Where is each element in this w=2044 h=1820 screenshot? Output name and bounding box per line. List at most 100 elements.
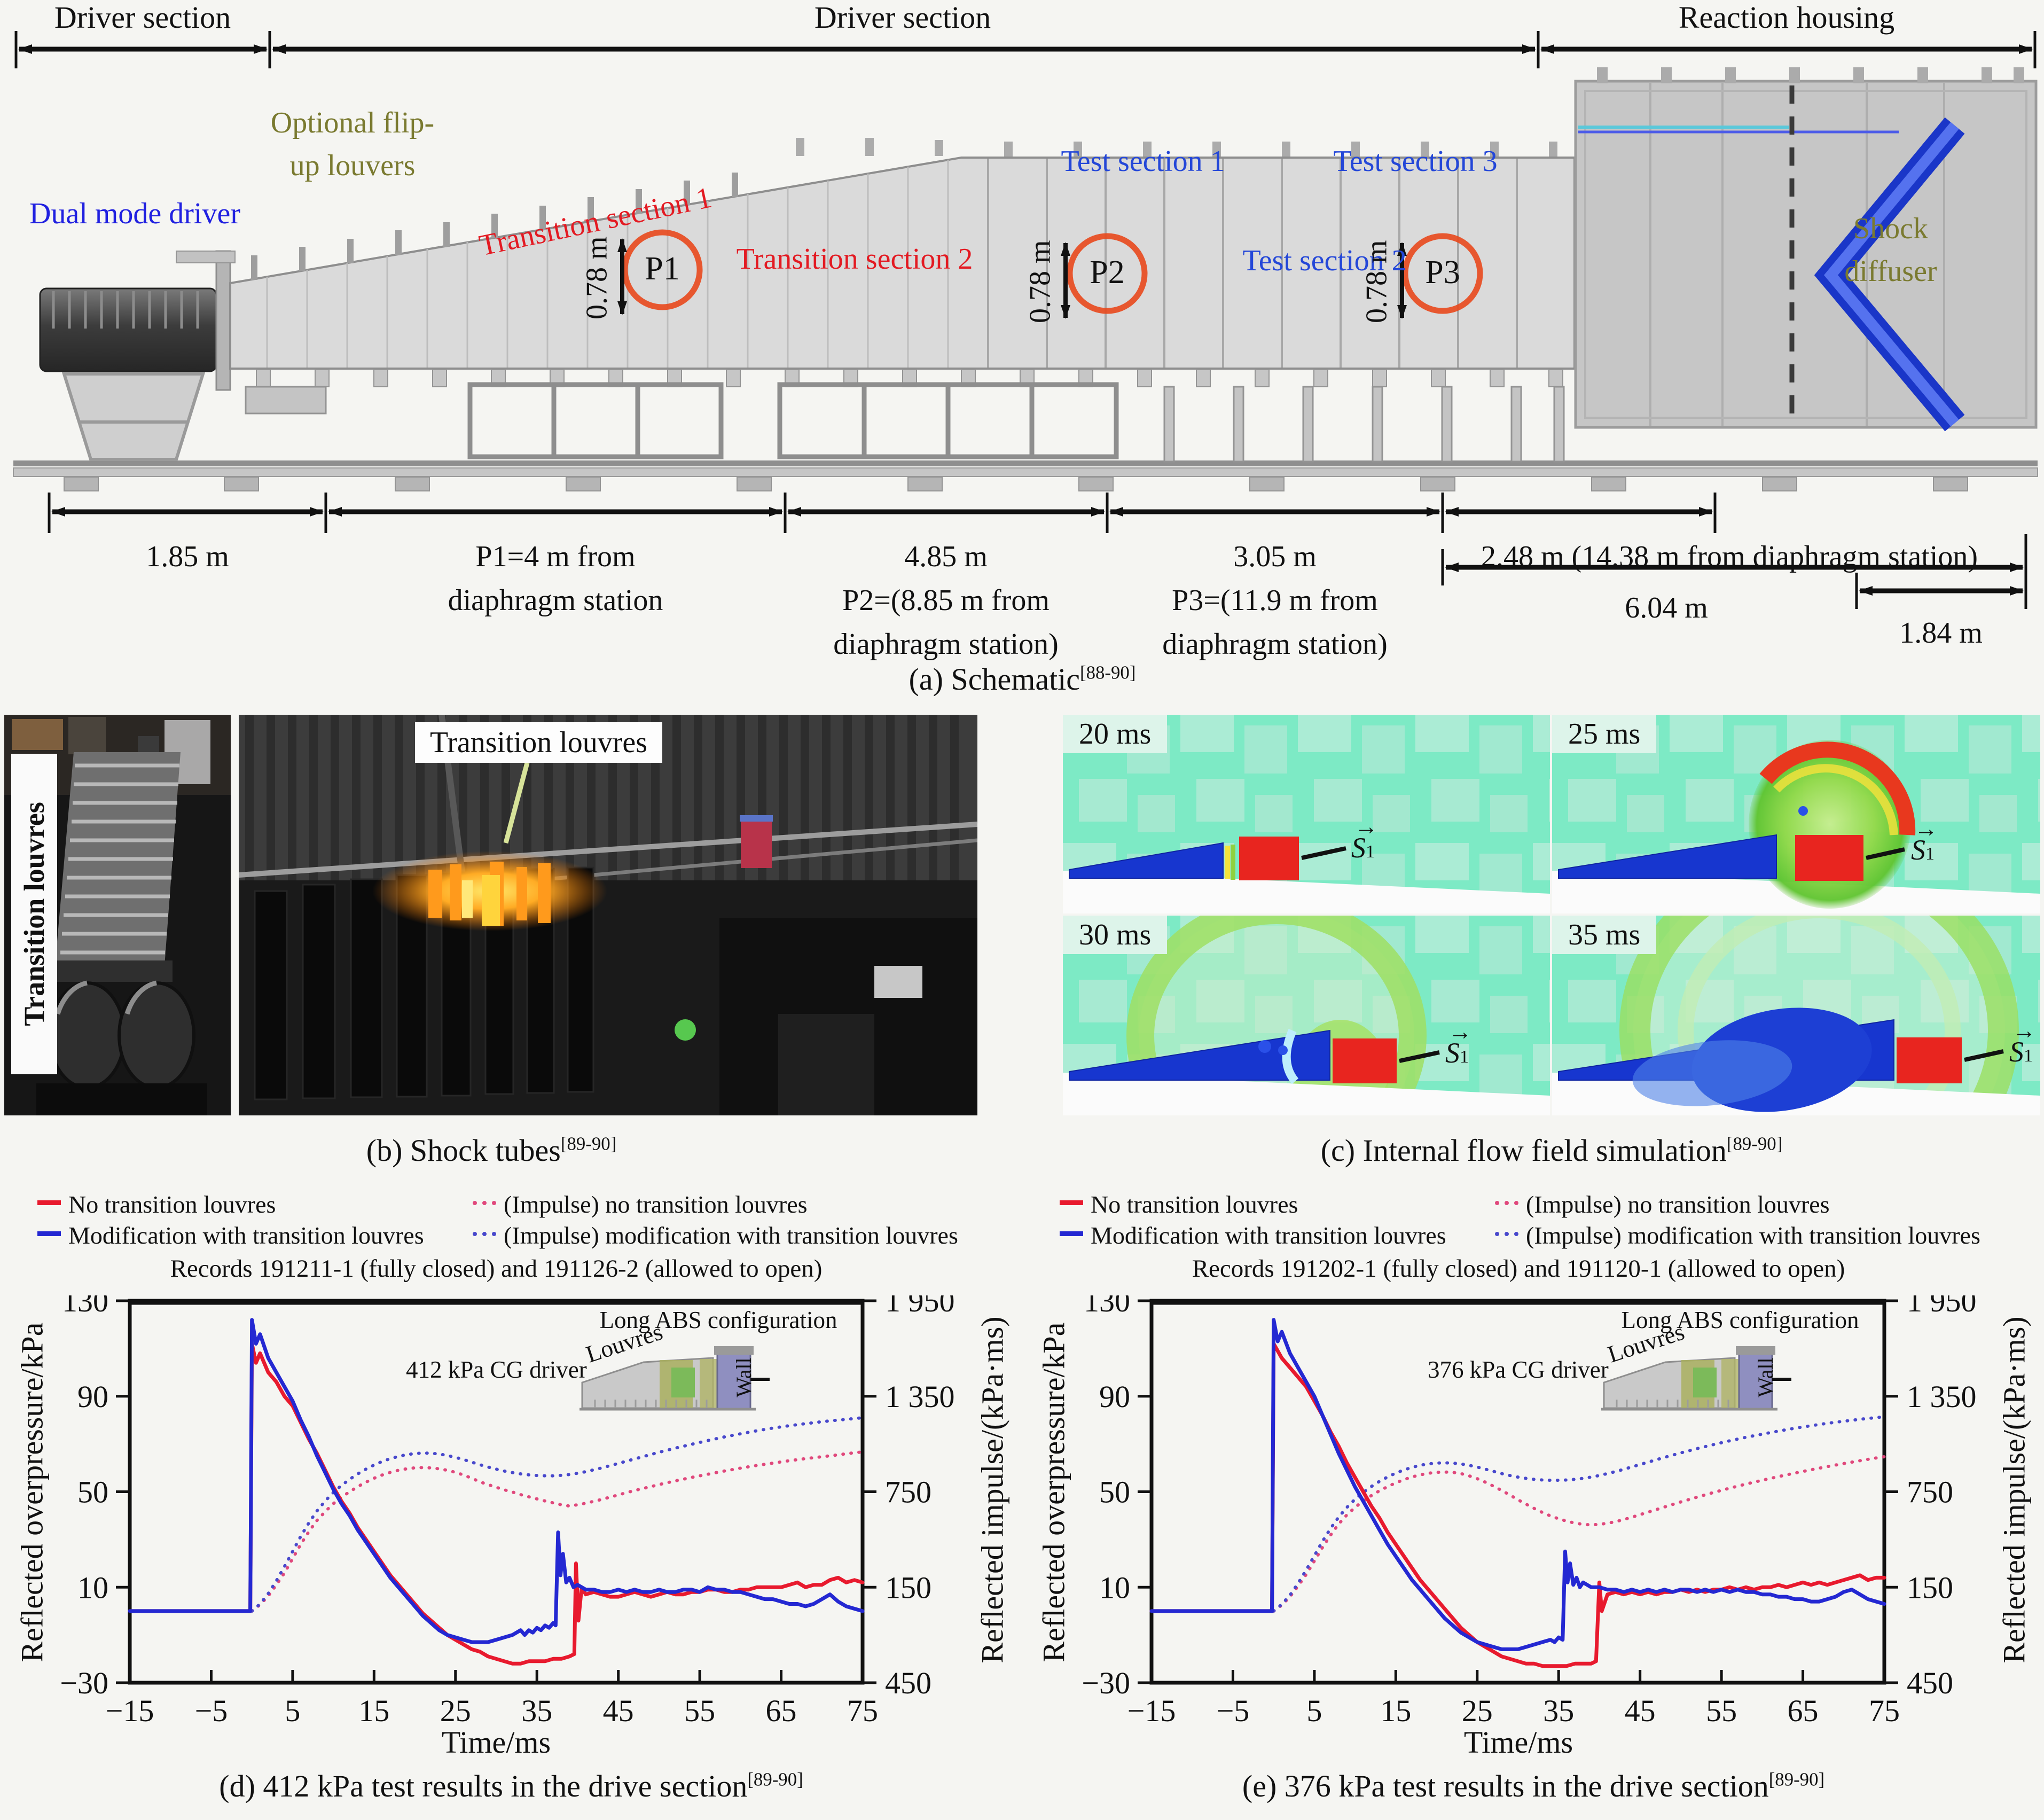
chart-d-title: Records 191211-1 (fully closed) and 1911… [170,1255,823,1283]
legend-marker-blue-solid [37,1231,61,1236]
legend-marker-red-solid [1060,1200,1083,1205]
legend-marker-blue-dotted [473,1232,496,1236]
dual-mode-driver-body [39,250,236,461]
legend-marker-blue-dotted [1495,1232,1518,1236]
shock-tube-photo-left: Transition louvres [4,715,231,1115]
svg-text:75: 75 [847,1693,878,1728]
svg-text:450: 450 [1907,1666,1953,1700]
sim-time-35ms: 35 ms [1552,916,1657,954]
svg-text:−15: −15 [106,1693,154,1728]
shock-tube-photo-right: Transition louvres [239,715,977,1115]
chart-d-inset-config: Long ABS configuration [599,1307,837,1333]
dim-485-line2: P2=(8.85 m from [842,584,1050,617]
svg-text:5: 5 [1306,1693,1322,1728]
caption-a: (a) Schematic[88-90] [909,662,1136,697]
caption-e: (e) 376 kPa test results in the drive se… [1242,1769,1825,1803]
svg-text:55: 55 [684,1693,715,1728]
svg-text:65: 65 [766,1693,797,1728]
s1-vector-label: → S1 [2009,1018,2036,1068]
height-dim-arrows [617,238,1407,319]
svg-text:450: 450 [885,1666,931,1700]
svg-text:1 350: 1 350 [1907,1379,1977,1414]
section-label-reaction-housing: Reaction housing [1678,0,1895,35]
transition-louvres-box-label: Transition louvres [415,722,663,763]
sensor-p1: P1 [645,251,680,287]
sensor-p2: P2 [1090,254,1125,291]
dim-p1-line1: P1=4 m from [475,540,636,573]
dim-305-line1: 3.05 m [1233,540,1317,573]
transition-louvres-vertical-label: Transition louvres [11,754,57,1074]
svg-text:35: 35 [521,1693,552,1728]
shock-diffuser-label-1: Shock [1853,212,1928,245]
legend-e-3: Modification with transition louvres [1060,1221,1446,1249]
legend-marker-red-solid [37,1200,61,1205]
chart-e-inset-driver: 376 kPa CG driver [1428,1356,1609,1383]
svg-text:−30: −30 [1082,1666,1130,1700]
dim-485-line3: diaphragm station) [833,628,1059,661]
s1-vector-label: → S1 [1445,1019,1472,1069]
s1-vector-label: → S1 [1911,816,1938,866]
svg-text:5: 5 [285,1693,300,1728]
dim-604: 6.04 m [1625,591,1708,624]
dim-p1-line2: diaphragm station [448,584,663,617]
svg-text:25: 25 [1462,1693,1493,1728]
duct-body [229,138,1576,463]
svg-text:35: 35 [1543,1693,1574,1728]
svg-text:750: 750 [1907,1475,1953,1510]
section-label-driver: Driver section [54,0,231,35]
test-section-2-label: Test section 2 [1242,244,1407,277]
svg-text:75: 75 [1869,1693,1900,1728]
svg-text:1 350: 1 350 [885,1379,955,1414]
sim-frame-25ms: 25 ms → S1 [1552,715,2040,913]
optional-louvers-label-1: Optional flip- [270,106,435,139]
chart-d-ylabel-left: Reflected overpressure/kPa [14,1322,50,1662]
svg-text:55: 55 [1706,1693,1737,1728]
chart-e-ylabel-left: Reflected overpressure/kPa [1036,1322,1071,1662]
svg-text:130: 130 [62,1295,108,1318]
svg-text:150: 150 [1907,1570,1953,1605]
shock-diffuser-label-2: diffuser [1844,255,1937,288]
svg-text:130: 130 [1084,1295,1130,1318]
dim-248: 2.48 m (14.38 m from diaphragm station) [1481,540,1978,573]
chart-e-xlabel: Time/ms [1463,1725,1573,1760]
sim-time-20ms: 20 ms [1063,715,1168,753]
chart-e-inset-wall: Wall [1753,1357,1777,1397]
sim-frame-30ms: 30 ms → S1 [1063,916,1550,1115]
svg-text:50: 50 [77,1475,108,1510]
svg-text:25: 25 [440,1693,471,1728]
legend-d-1: No transition louvres [37,1190,276,1218]
svg-text:15: 15 [1380,1693,1411,1728]
section-label-driven: Driver section [814,0,991,35]
chart-d-xlabel: Time/ms [441,1725,551,1760]
facility-schematic-drawing [13,31,2038,609]
svg-text:−30: −30 [60,1666,108,1700]
svg-text:45: 45 [603,1693,634,1728]
svg-text:90: 90 [1099,1379,1130,1414]
chart-d-ylabel-right: Reflected impulse/(kPa·ms) [975,1316,1010,1663]
svg-text:−5: −5 [195,1693,228,1728]
svg-text:90: 90 [77,1379,108,1414]
caption-b: (b) Shock tubes[89-90] [366,1133,617,1168]
svg-text:45: 45 [1625,1693,1656,1728]
rail [13,460,2038,466]
svg-text:1 950: 1 950 [1907,1295,1977,1318]
svg-text:10: 10 [77,1570,108,1605]
support-frames [467,382,1119,459]
caption-d: (d) 412 kPa test results in the drive se… [219,1769,803,1803]
sim-time-30ms: 30 ms [1063,916,1168,954]
transition-section-2-label: Transition section 2 [736,243,973,276]
sim-frame-35ms: 35 ms → S1 [1552,916,2040,1115]
dim-485-line1: 4.85 m [904,540,988,573]
optional-louvers-label-2: up louvers [289,149,416,182]
svg-text:−15: −15 [1127,1693,1176,1728]
chart-e-plot: −15 −5 5 15 25 35 45 55 65 75 130 90 50 10 −30 1 950 1 3… [1082,1295,1977,1728]
svg-text:15: 15 [358,1693,389,1728]
chart-e-inset-config: Long ABS configuration [1621,1307,1859,1333]
test-section-1-label: Test section 1 [1061,145,1225,178]
legend-e-1: No transition louvres [1060,1190,1298,1218]
chart-d-inset-wall: Wall [731,1357,756,1397]
dim-305-line3: diaphragm station) [1162,628,1388,661]
legend-marker-red-dotted [473,1201,496,1205]
chart-e-title: Records 191202-1 (fully closed) and 1911… [1192,1255,1845,1283]
